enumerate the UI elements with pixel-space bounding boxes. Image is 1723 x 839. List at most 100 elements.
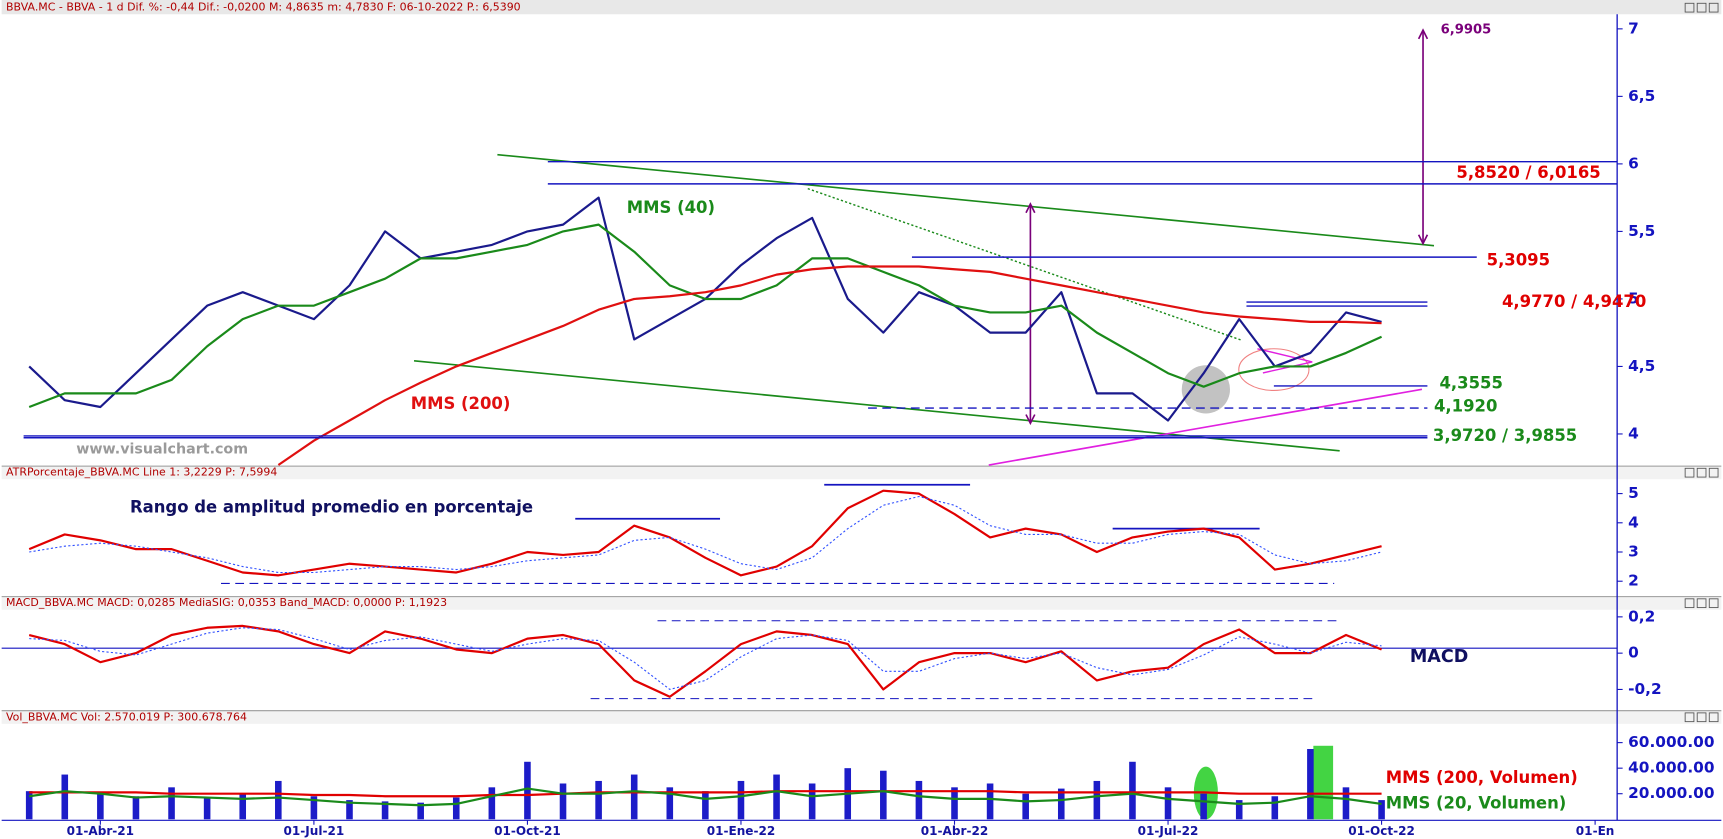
y-tick-label: 4,5 (1628, 357, 1655, 375)
arrow-head (1025, 202, 1036, 426)
bar (773, 774, 780, 820)
y-tick-label: 60.000.00 (1628, 733, 1714, 751)
window-icon (1684, 467, 1695, 478)
annotation: MACD (1410, 647, 1468, 667)
bar (1200, 793, 1207, 820)
window-icon (1684, 598, 1695, 609)
series-line (28, 223, 1383, 409)
panel-title: BBVA.MC - BBVA - 1 d Dif. %: -0,44 Dif.:… (6, 1, 521, 14)
window-icon (1708, 2, 1719, 13)
bar (1307, 749, 1314, 820)
bar (986, 783, 994, 820)
bar (132, 796, 140, 820)
y-tick-label: 40.000.00 (1628, 759, 1714, 777)
y-tick-label: 5 (1628, 289, 1639, 307)
bar (808, 783, 816, 820)
trend-line (497, 153, 1435, 247)
bar (168, 787, 175, 820)
window-icon (1708, 467, 1719, 478)
bar (737, 780, 745, 820)
bar (559, 783, 567, 820)
highlight (1238, 348, 1310, 391)
bar (346, 800, 353, 820)
bar (1129, 761, 1136, 820)
pattern (1257, 348, 1313, 374)
series-line (28, 624, 1382, 698)
bar (1164, 787, 1172, 820)
level-label: 5,3095 (1487, 251, 1550, 270)
y-tick-label: 6 (1628, 154, 1639, 172)
bar (1378, 800, 1385, 820)
panel-title-bar (1, 466, 1722, 480)
x-tick-label: 01-Oct-21 (494, 824, 561, 838)
level-label: 6,9905 (1441, 23, 1492, 38)
window-icon (1684, 712, 1695, 723)
bar (1235, 800, 1243, 820)
highlight (1181, 365, 1231, 414)
y-tick-label: 5 (1628, 484, 1639, 502)
bar (1271, 796, 1279, 820)
panel-subtitle: Rango de amplitud promedio en porcentaje (130, 497, 533, 516)
window-icon (1696, 712, 1707, 723)
window-icon (1696, 467, 1707, 478)
bar (239, 793, 247, 820)
bar (488, 787, 496, 820)
y-tick-label: 20.000.00 (1628, 784, 1714, 802)
x-tick-label: 01-En (1576, 824, 1615, 838)
y-tick-label: 6,5 (1628, 87, 1655, 105)
window-icon (1708, 598, 1719, 609)
bar (595, 780, 602, 820)
y-tick-label: 0,2 (1628, 607, 1655, 625)
level-label: 4,1920 (1434, 396, 1497, 415)
y-tick-label: 3 (1628, 543, 1639, 561)
panel-title: ATRPorcentaje_BBVA.MC Line 1: 3,2229 P: … (6, 466, 277, 479)
bar (1342, 787, 1350, 820)
bar (25, 791, 33, 820)
bar (310, 796, 318, 820)
x-tick-label: 01-Oct-22 (1348, 824, 1415, 838)
x-tick-label: 01-Abr-21 (67, 824, 134, 838)
header-bar (1, 0, 1722, 15)
bar (452, 797, 460, 820)
y-tick-label: 0 (1628, 644, 1639, 662)
bar (97, 793, 104, 820)
bar (1057, 788, 1065, 820)
window-icon (1696, 598, 1707, 609)
x-tick-label: 01-Jul-22 (1138, 824, 1199, 838)
bar (61, 774, 69, 820)
bar (381, 801, 389, 820)
series-line (29, 790, 1382, 798)
panel-title: MACD_BBVA.MC MACD: 0,0285 MediaSIG: 0,03… (6, 596, 447, 609)
y-tick-label: 4 (1628, 424, 1639, 442)
bar (630, 774, 638, 820)
trend-line (807, 187, 1242, 341)
bar (702, 791, 709, 820)
window-icon (1708, 712, 1719, 723)
bar (275, 780, 282, 820)
panel-title-bar (1, 596, 1722, 610)
series-label: MMS (40) (627, 198, 715, 217)
series-line (277, 265, 1382, 466)
series-line (29, 787, 1382, 807)
series-line (28, 489, 1382, 577)
annotation: www.visualchart.com (76, 442, 248, 458)
bar (417, 802, 424, 820)
bar (880, 770, 887, 820)
bar (951, 787, 958, 820)
x-tick-label: 01-Ene-22 (707, 824, 776, 838)
window-icon (1696, 2, 1707, 13)
panel-title: Vol_BBVA.MC Vol: 2.570.019 P: 300.678.76… (6, 710, 247, 723)
y-tick-label: 7 (1628, 19, 1639, 37)
x-tick-label: 01-Abr-22 (921, 824, 988, 838)
level-label: 4,3555 (1439, 373, 1502, 392)
trend-line (988, 388, 1423, 466)
bar (1093, 780, 1101, 820)
bar (915, 780, 923, 820)
y-tick-label: 5,5 (1628, 222, 1655, 240)
series-label: MMS (20, Volumen) (1386, 793, 1567, 812)
series-label: MMS (200) (411, 394, 511, 413)
series-label: MMS (200, Volumen) (1386, 768, 1578, 787)
bar (524, 761, 531, 820)
